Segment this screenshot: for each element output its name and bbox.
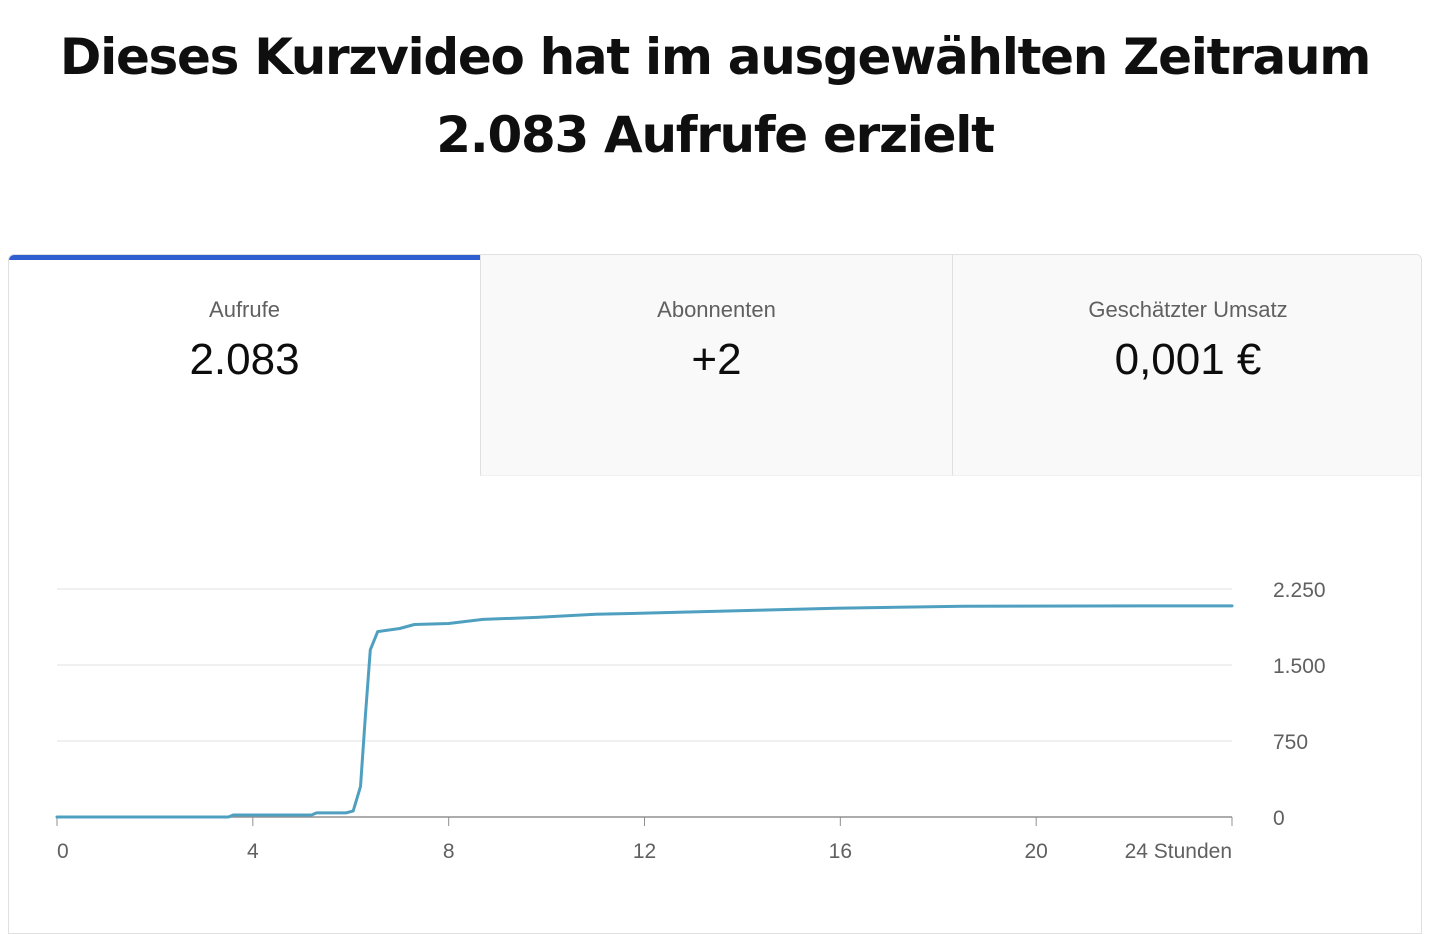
y-tick-label: 750 [1273, 731, 1308, 754]
active-tab-indicator [9, 255, 480, 260]
tab-subscribers-label: Abonnenten [657, 297, 776, 322]
tab-views[interactable]: Aufrufe 2.083 [9, 255, 480, 476]
x-tick-label: 8 [443, 840, 455, 863]
tab-revenue-value: 0,001 € [1114, 335, 1262, 384]
x-tick-label: 16 [829, 840, 852, 863]
tab-subscribers[interactable]: Abonnenten +2 [480, 255, 952, 476]
y-tick-label: 1.500 [1273, 655, 1326, 678]
tab-revenue[interactable]: Geschätzter Umsatz 0,001 € [952, 255, 1421, 476]
headline-line-2: 2.083 Aufrufe erzielt [436, 106, 995, 164]
views-line-chart: 0 750 1.500 2.250 0 4 8 12 16 20 24 Stunden [55, 579, 1326, 863]
tab-revenue-label: Geschätzter Umsatz [1088, 297, 1288, 322]
y-tick-label: 0 [1273, 807, 1285, 830]
y-tick-label: 2.250 [1273, 579, 1326, 602]
headline-line-1: Dieses Kurzvideo hat im ausgewählten Zei… [59, 28, 1371, 86]
x-tick-label: 12 [633, 840, 656, 863]
x-tick-label: 0 [57, 840, 69, 863]
tab-subscribers-value: +2 [691, 335, 742, 384]
x-end-label: 24 Stunden [1125, 840, 1232, 863]
x-tick-label: 4 [247, 840, 259, 863]
headline: Dieses Kurzvideo hat im ausgewählten Zei… [0, 18, 1430, 174]
tab-views-value: 2.083 [189, 335, 300, 384]
metrics-card: Aufrufe 2.083 Abonnenten +2 Geschätzter … [8, 254, 1422, 934]
views-series-line [55, 604, 1234, 819]
tab-views-label: Aufrufe [209, 297, 280, 322]
x-tick-label: 20 [1024, 840, 1047, 863]
